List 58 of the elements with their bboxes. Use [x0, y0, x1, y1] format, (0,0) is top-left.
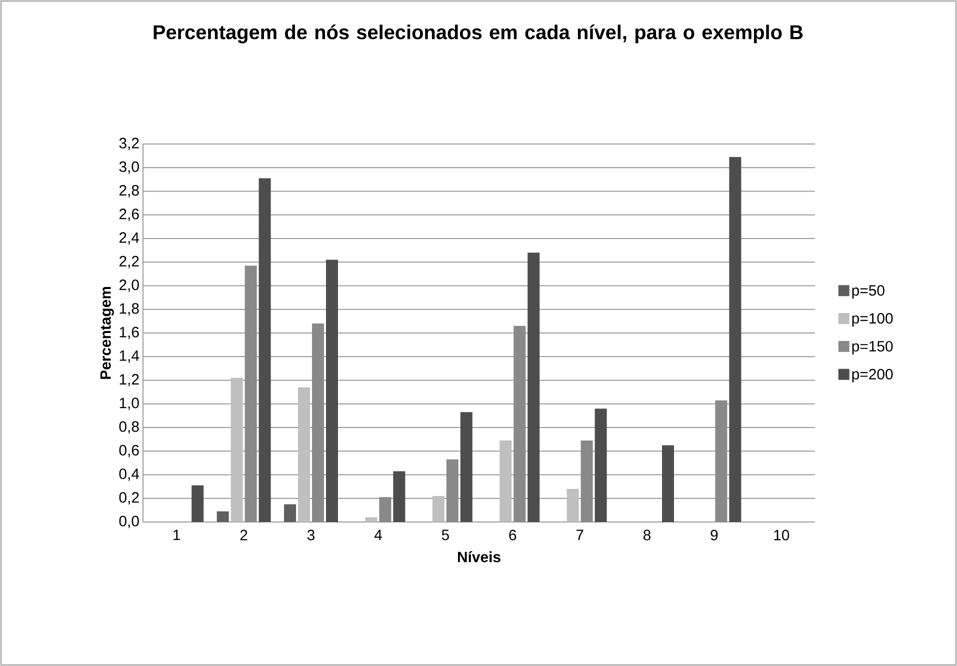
- bar: [393, 471, 406, 522]
- bar: [460, 412, 472, 522]
- y-tick-label: 0,2: [119, 492, 139, 505]
- bar: [729, 156, 742, 522]
- x-tick-label: 5: [442, 530, 449, 540]
- y-tick-label: 3,0: [119, 161, 139, 174]
- bar: [312, 324, 324, 522]
- y-tick-label: 2,8: [119, 185, 139, 198]
- y-tick-label: 2,2: [119, 256, 139, 268]
- y-tick-label: 1,6: [120, 326, 139, 340]
- bar: [580, 440, 593, 522]
- x-tick-label: 9: [710, 530, 718, 540]
- y-tick-label: 2,6: [119, 208, 139, 222]
- chart-title: Percentagem de nós selecionados em cada nível, para o exemplo B: [154, 24, 803, 44]
- y-axis-title: Percentagem: [100, 286, 114, 379]
- y-tick-label: 1,0: [120, 398, 139, 410]
- bar: [715, 400, 728, 522]
- bar: [192, 485, 204, 522]
- bar: [528, 252, 540, 522]
- bar: [500, 440, 512, 522]
- y-tick-label: 3,2: [119, 138, 139, 150]
- x-tick-label: 2: [240, 530, 248, 540]
- bar: [566, 488, 579, 522]
- bar: [230, 378, 243, 522]
- x-tick-label: 6: [509, 530, 516, 540]
- bar: [594, 408, 607, 522]
- x-tick-label: 4: [374, 530, 382, 540]
- x-axis-title: Níveis: [458, 551, 500, 562]
- legend-label: p=200: [852, 368, 893, 382]
- bar: [284, 504, 296, 522]
- bar: [662, 445, 674, 522]
- bar: [514, 326, 526, 522]
- y-tick-label: 1,2: [120, 374, 139, 386]
- y-tick-label: 0,0: [119, 516, 139, 528]
- x-tick-label: 7: [576, 530, 584, 540]
- y-tick-label: 0,6: [119, 444, 139, 458]
- bar: [216, 511, 229, 522]
- bar: [365, 517, 378, 522]
- bar: [379, 497, 392, 522]
- legend-label: p=50: [852, 285, 884, 299]
- x-tick-label: 1: [174, 530, 180, 540]
- x-tick-label: 3: [307, 530, 315, 540]
- y-tick-label: 1,8: [120, 303, 139, 316]
- bar: [446, 459, 458, 522]
- y-tick-label: 1,4: [120, 350, 140, 363]
- y-tick-label: 2,4: [119, 232, 140, 245]
- bar: [432, 496, 444, 522]
- x-tick-label: 8: [644, 530, 651, 540]
- legend-label: p=100: [852, 313, 893, 327]
- y-tick-label: 0,8: [119, 421, 139, 434]
- bar: [244, 266, 257, 522]
- bar: [326, 260, 338, 522]
- y-tick-label: 2,0: [119, 280, 139, 292]
- legend-label: p=150: [852, 340, 893, 355]
- bar: [258, 178, 271, 522]
- x-tick-label: 10: [774, 530, 790, 540]
- bar: [298, 387, 310, 522]
- y-tick-label: 0,4: [119, 468, 140, 481]
